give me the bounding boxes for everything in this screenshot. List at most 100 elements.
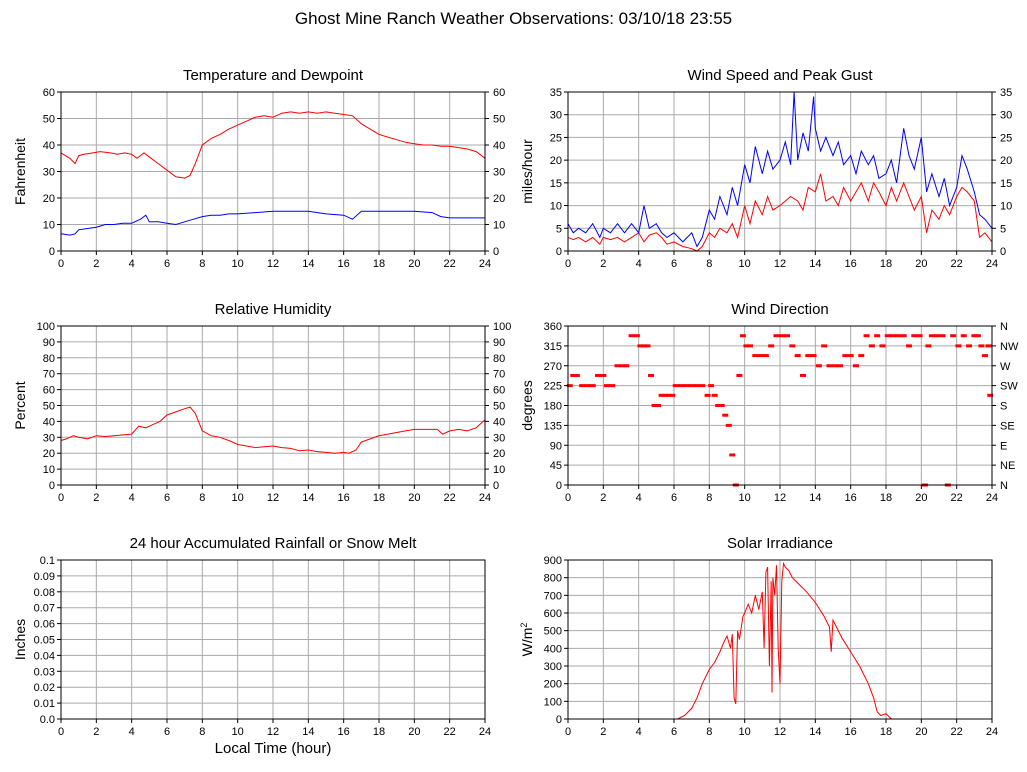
rh-y-tick-label-right: 70 — [493, 369, 505, 381]
wind-x-tick-label: 16 — [845, 258, 857, 270]
wdir-point — [579, 384, 586, 388]
solar-y-tick-label: 700 — [544, 590, 562, 602]
rh-x-tick-label: 8 — [199, 492, 205, 504]
wdir-y-tick-label-right: NW — [1000, 341, 1019, 353]
wind-chart: 0 2 4 6 8 10 12 14 16 18 20 22 240510152025303505101… — [519, 67, 1012, 270]
rain-x-tick-label: 18 — [373, 726, 385, 738]
wdir-point — [900, 334, 907, 338]
wdir-y-tick-label: 360 — [544, 321, 562, 333]
rain-y-tick-label: 0.1 — [40, 555, 55, 567]
rh-x-tick-label: 14 — [302, 492, 314, 504]
wdir-point — [651, 404, 658, 407]
wdir-y-tick-label-right: SW — [1000, 381, 1018, 393]
wind-y-tick-label-right: 35 — [1000, 87, 1012, 99]
wdir-point — [815, 364, 822, 368]
wind-y-tick-label-right: 10 — [1000, 201, 1012, 213]
solar-x-tick-label: 14 — [809, 726, 821, 738]
rh-y-tick-label-right: 20 — [493, 448, 505, 460]
rain-y-tick-label: 0.07 — [34, 603, 55, 615]
wdir-point — [757, 354, 764, 358]
temp-y-tick-label-right: 30 — [493, 167, 505, 179]
temp-x-tick-label: 20 — [408, 258, 420, 270]
wdir-point — [623, 364, 630, 368]
solar-y-tick-label: 800 — [544, 573, 562, 585]
solar-y-tick-label: 100 — [544, 696, 562, 708]
wdir-x-tick-label: 24 — [986, 492, 998, 504]
wdir-point — [821, 344, 828, 348]
solar-series-line-1 — [568, 561, 992, 720]
wdir-x-tick-label: 12 — [774, 492, 786, 504]
wind-series-line-1 — [567, 173, 993, 252]
wdir-point — [640, 344, 647, 348]
wdir-point — [648, 373, 655, 377]
wind-x-tick-label: 22 — [951, 258, 963, 270]
solar-y-axis-label-sup: 2 — [519, 623, 529, 628]
rh-y-axis-label-text: Percent — [12, 381, 28, 429]
wind-y-tick-label-right: 30 — [1000, 110, 1012, 122]
wdir-point — [905, 344, 912, 348]
wdir-point — [628, 334, 635, 338]
rain-x-tick-label: 4 — [129, 726, 135, 738]
wind-y-tick-label-right: 25 — [1000, 132, 1012, 144]
rain-x-tick-label: 10 — [232, 726, 244, 738]
wdir-point — [614, 364, 621, 368]
wdir-point — [939, 334, 946, 338]
wdir-x-tick-label: 0 — [565, 492, 571, 504]
wind-y-tick-label-right: 20 — [1000, 155, 1012, 167]
wind-y-tick-label-right: 15 — [1000, 178, 1012, 190]
solar-x-tick-label: 22 — [951, 726, 963, 738]
rh-y-tick-label: 30 — [43, 432, 55, 444]
wdir-point — [752, 354, 759, 358]
solar-y-tick-label: 500 — [544, 626, 562, 638]
temp-y-tick-label: 20 — [43, 193, 55, 205]
rh-y-tick-label-right: 10 — [493, 464, 505, 476]
wdir-point — [725, 423, 732, 427]
wdir-point — [842, 354, 849, 358]
solar-x-tick-label: 2 — [600, 726, 606, 738]
temp-x-tick-label: 0 — [58, 258, 64, 270]
wdir-point — [858, 354, 865, 358]
wdir-point — [729, 453, 736, 457]
wdir-point — [699, 384, 706, 388]
wind-y-tick-label: 0 — [556, 246, 562, 258]
wdir-point — [736, 373, 743, 377]
wdir-title: Wind Direction — [731, 301, 829, 318]
wdir-y-tick-label-right: SE — [1000, 420, 1015, 432]
wdir-point — [955, 344, 962, 348]
wdir-point — [600, 373, 607, 377]
wdir-point — [711, 393, 718, 397]
wdir-point — [950, 334, 957, 338]
temp-x-tick-label: 18 — [373, 258, 385, 270]
rain-x-tick-label: 2 — [93, 726, 99, 738]
wind-x-tick-label: 14 — [809, 258, 821, 270]
rain-y-tick-label: 0.08 — [34, 587, 55, 599]
solar-x-tick-label: 12 — [774, 726, 786, 738]
wdir-point — [746, 344, 753, 348]
solar-x-tick-label: 8 — [706, 726, 712, 738]
wdir-y-tick-label: 270 — [544, 361, 562, 373]
wdir-point — [874, 334, 881, 338]
wdir-point — [784, 334, 791, 338]
wdir-point — [895, 334, 902, 338]
rh-y-tick-label: 70 — [43, 369, 55, 381]
solar-y-axis-label-text: W/m — [519, 628, 535, 657]
rh-y-tick-label-right: 80 — [493, 353, 505, 365]
rh-y-tick-label-right: 100 — [493, 321, 511, 333]
wdir-x-tick-label: 2 — [600, 492, 606, 504]
wdir-y-tick-label: 180 — [544, 401, 562, 413]
rh-x-tick-label: 10 — [232, 492, 244, 504]
solar-y-tick-label: 0 — [556, 714, 562, 726]
solar-x-tick-label: 6 — [671, 726, 677, 738]
wind-x-tick-label: 18 — [880, 258, 892, 270]
rain-y-tick-label: 0.01 — [34, 698, 55, 710]
wdir-point — [794, 354, 801, 358]
wdir-y-tick-label: 135 — [544, 420, 562, 432]
rh-series-line-1 — [60, 406, 486, 454]
wind-y-tick-label: 5 — [556, 223, 562, 235]
wind-y-tick-label: 35 — [550, 87, 562, 99]
wdir-point — [928, 334, 935, 338]
rh-y-tick-label-right: 50 — [493, 401, 505, 413]
rain-y-tick-label: 0.05 — [34, 635, 55, 647]
wdir-point — [868, 344, 875, 348]
wdir-point — [683, 384, 690, 388]
